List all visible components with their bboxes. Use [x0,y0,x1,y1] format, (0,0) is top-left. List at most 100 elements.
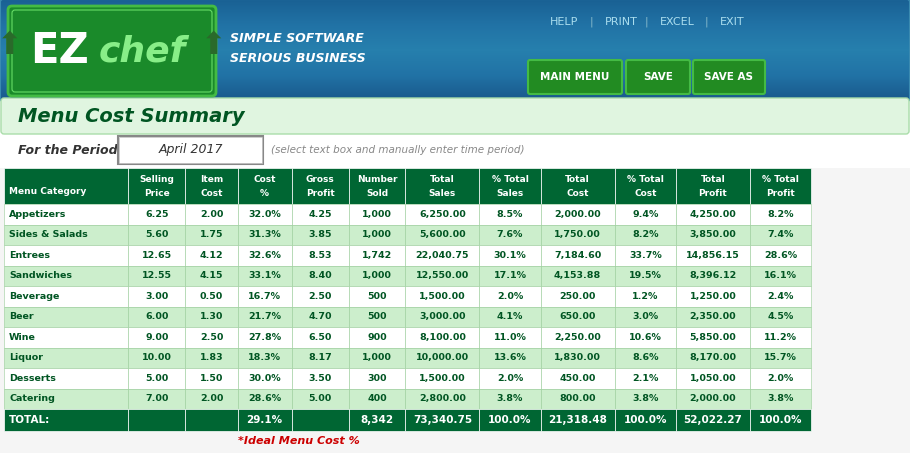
Bar [541,307,614,327]
Text: 400: 400 [367,394,387,403]
Text: 8.40: 8.40 [308,271,332,280]
Text: % Total: % Total [627,175,663,184]
Bar [541,368,614,389]
Bar [750,389,812,409]
Text: Entrees: Entrees [9,251,50,260]
Bar [405,347,480,368]
Bar [186,245,238,265]
Bar [480,265,541,286]
Text: 14,856.15: 14,856.15 [686,251,740,260]
Bar [349,368,405,389]
Text: 13.6%: 13.6% [493,353,527,362]
Text: 16.7%: 16.7% [248,292,281,301]
Bar [349,327,405,347]
Bar [614,168,676,204]
Bar [292,327,349,347]
Text: Sides & Salads: Sides & Salads [9,230,87,239]
Bar [541,327,614,347]
Bar [480,245,541,265]
Text: 5,600.00: 5,600.00 [420,230,466,239]
Text: 2,350.00: 2,350.00 [690,312,736,321]
Text: 12.55: 12.55 [142,271,172,280]
Text: Profit: Profit [306,189,335,198]
Text: Cost: Cost [566,189,589,198]
Bar [128,368,186,389]
Text: 1,500.00: 1,500.00 [420,374,466,383]
Text: Total: Total [701,175,725,184]
Bar [480,204,541,225]
Text: 2.50: 2.50 [308,292,332,301]
Text: 900: 900 [367,333,387,342]
Text: Gross: Gross [306,175,335,184]
Text: chef: chef [98,34,186,68]
Bar [4,327,128,347]
Text: 5.60: 5.60 [146,230,168,239]
Text: 2.00: 2.00 [200,394,223,403]
Text: 32.0%: 32.0% [248,210,281,219]
Text: 18.3%: 18.3% [248,353,281,362]
Text: 10.00: 10.00 [142,353,172,362]
Text: 73,340.75: 73,340.75 [413,415,472,425]
Bar [119,137,262,163]
Text: 1,750.00: 1,750.00 [554,230,601,239]
Text: 33.1%: 33.1% [248,271,281,280]
Text: Selling: Selling [139,175,175,184]
Bar [4,286,128,307]
Text: April 2017: April 2017 [158,144,223,156]
Bar [186,389,238,409]
Text: %: % [260,189,269,198]
FancyBboxPatch shape [1,98,909,134]
Bar [750,286,812,307]
Bar [676,204,750,225]
Text: 22,040.75: 22,040.75 [416,251,470,260]
Text: SIMPLE SOFTWARE: SIMPLE SOFTWARE [230,32,364,44]
Text: Wine: Wine [9,333,35,342]
Bar [750,245,812,265]
Text: Cost: Cost [253,175,276,184]
Text: 3.85: 3.85 [308,230,332,239]
Text: 16.1%: 16.1% [764,271,797,280]
Bar [676,368,750,389]
Bar [405,265,480,286]
Text: Desserts: Desserts [9,374,56,383]
Bar [292,347,349,368]
Text: 8.6%: 8.6% [632,353,659,362]
Text: TOTAL:: TOTAL: [9,415,50,425]
Text: 3.50: 3.50 [308,374,332,383]
Text: 1,830.00: 1,830.00 [554,353,602,362]
Bar [750,409,812,431]
Text: 2.50: 2.50 [200,333,223,342]
Text: 4.70: 4.70 [308,312,332,321]
Bar [541,389,614,409]
Bar [541,347,614,368]
Bar [541,286,614,307]
Text: 11.2%: 11.2% [764,333,797,342]
Bar [292,265,349,286]
Bar [676,389,750,409]
Bar [128,389,186,409]
Bar [480,389,541,409]
Text: |: | [590,17,593,27]
Text: 1.30: 1.30 [200,312,223,321]
Bar [128,286,186,307]
Bar [541,409,614,431]
Text: 300: 300 [368,374,387,383]
Bar [186,265,238,286]
Text: 2.1%: 2.1% [632,374,659,383]
Text: Cost: Cost [200,189,223,198]
Text: 1.50: 1.50 [200,374,223,383]
Text: Liquor: Liquor [9,353,43,362]
Text: 3.0%: 3.0% [632,312,658,321]
Text: 4.15: 4.15 [199,271,223,280]
Text: Profit: Profit [766,189,795,198]
Text: Catering: Catering [9,394,55,403]
Text: 7.6%: 7.6% [497,230,523,239]
Text: % Total: % Total [491,175,529,184]
Text: MAIN MENU: MAIN MENU [541,72,610,82]
Text: 6.25: 6.25 [145,210,168,219]
Bar [541,265,614,286]
Bar [186,168,238,204]
Text: 4.1%: 4.1% [497,312,523,321]
Bar [128,168,186,204]
Bar [349,347,405,368]
